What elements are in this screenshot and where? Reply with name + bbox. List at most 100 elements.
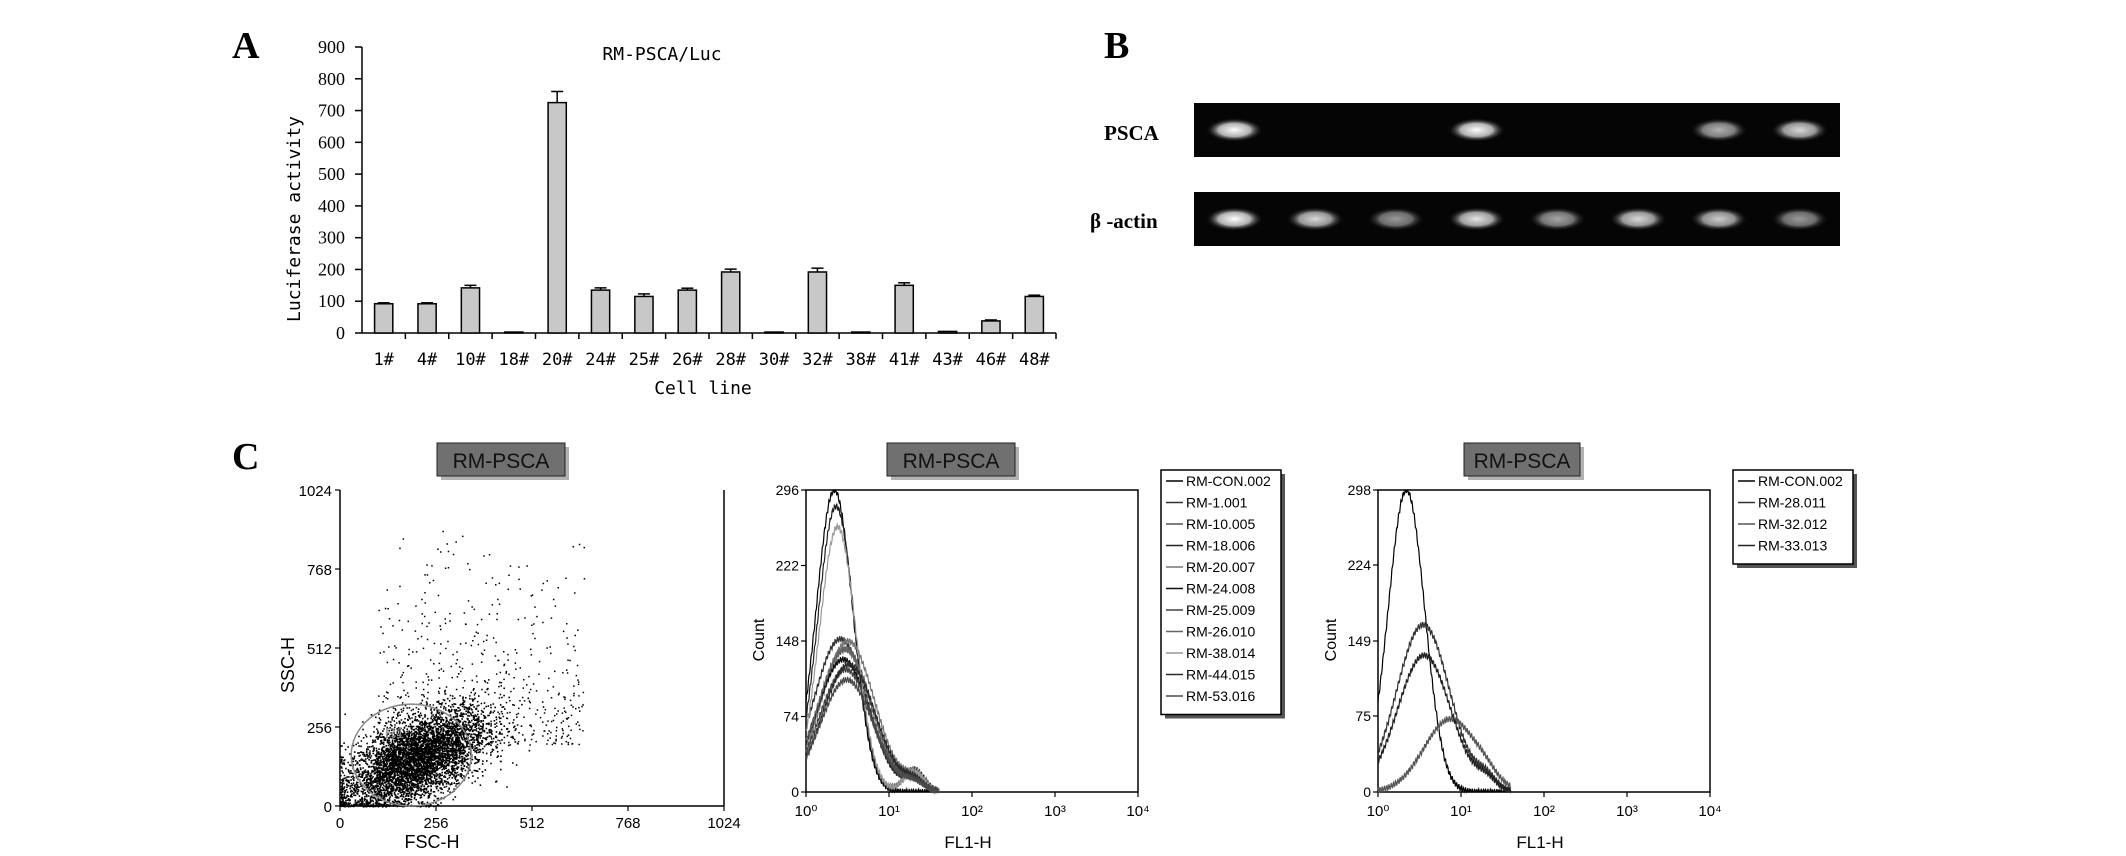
scatter-points <box>340 530 586 808</box>
gel-band <box>1689 207 1748 231</box>
scatter-x-tick-label: 256 <box>423 815 448 832</box>
bar-chart-title: RM-PSCA/Luc <box>602 44 721 65</box>
gel-band <box>1447 207 1506 231</box>
hist2-title-box <box>1463 442 1581 477</box>
legend-entry: RM-28.011 <box>1758 495 1826 511</box>
hist1-title: RM-PSCA <box>903 450 1000 473</box>
bar-y-tick-label: 300 <box>318 228 345 248</box>
legend-entry: RM-26.010 <box>1186 624 1255 640</box>
bar-x-tick-label: 32# <box>802 350 833 370</box>
hist-x-tick-label: 10⁰ <box>1367 803 1390 820</box>
histogram-line <box>805 644 940 795</box>
bar <box>503 331 524 334</box>
legend-entry: RM-10.005 <box>1186 516 1255 532</box>
legend-shadow <box>1737 474 1857 568</box>
bar <box>417 303 437 334</box>
histogram-line <box>805 489 940 794</box>
hist-x-tick-label: 10² <box>961 803 983 820</box>
hist-x-tick-label: 10⁴ <box>1126 803 1149 820</box>
hist-y-tick-label: 224 <box>1348 557 1372 573</box>
gel-row-label-beta-actin: β -actin <box>1090 209 1158 233</box>
bar-x-tick-label: 18# <box>498 350 529 370</box>
scatter-x-tick-label: 512 <box>519 815 544 832</box>
hist-y-tick-label: 74 <box>783 709 799 725</box>
scatter-y-tick-label: 0 <box>324 799 332 816</box>
bar-x-tick-label: 46# <box>976 350 1007 370</box>
legend-entry: RM-32.012 <box>1758 516 1827 532</box>
hist-x-tick-label: 10³ <box>1044 803 1066 820</box>
scatter-y-tick-label: 512 <box>307 641 332 658</box>
hist-y-tick-label: 75 <box>1355 708 1371 724</box>
legend-entry: RM-53.016 <box>1186 688 1255 704</box>
bar-y-tick-label: 400 <box>318 196 345 216</box>
bar-x-tick-label: 38# <box>845 350 876 370</box>
scatter-title: RM-PSCA <box>453 450 550 473</box>
histogram-line <box>805 645 939 794</box>
scatter-y-tick-label: 1024 <box>299 483 332 500</box>
bar-chart-ylabel: Luciferase activity <box>284 116 305 322</box>
bar <box>1024 295 1045 334</box>
scatter-title-face <box>436 442 566 477</box>
histogram-line <box>805 665 940 793</box>
gel-band <box>1689 118 1748 142</box>
hist2-xlabel: FL1-H <box>1516 833 1563 852</box>
histogram-line <box>805 635 940 795</box>
bar-y-tick-label: 100 <box>318 291 345 311</box>
bar-x-tick-label: 4# <box>417 350 438 370</box>
bar <box>981 320 1001 334</box>
bar <box>764 331 784 334</box>
hist2-title-shadow <box>1468 447 1584 480</box>
histogram-line <box>805 656 940 794</box>
legend-entry: RM-33.013 <box>1758 538 1827 554</box>
bar-y-tick-label: 500 <box>318 164 345 184</box>
scatter-title-shadow <box>441 447 569 480</box>
hist-x-tick-label: 10⁰ <box>795 803 818 820</box>
legend-entry: RM-CON.002 <box>1186 473 1271 489</box>
hist1-title-box <box>886 442 1016 477</box>
hist-frame <box>805 489 1139 793</box>
bar <box>590 289 611 334</box>
histogram-line <box>805 521 940 794</box>
hist-y-tick-label: 222 <box>776 558 800 574</box>
bar-x-tick-label: 25# <box>629 350 660 370</box>
bar-y-tick-label: 0 <box>336 323 345 343</box>
histogram-line <box>1377 621 1512 793</box>
legend-entry: RM-44.015 <box>1186 667 1255 683</box>
hist-y-tick-label: 296 <box>776 482 800 498</box>
legend-entry: RM-CON.002 <box>1758 473 1843 489</box>
bar-x-tick-label: 10# <box>455 350 486 370</box>
hist1-ylabel: Count <box>751 618 768 661</box>
hist-y-tick-label: 0 <box>791 784 799 800</box>
gel-band <box>1286 207 1345 231</box>
histogram-line <box>805 661 939 793</box>
legend-entry: RM-38.014 <box>1186 645 1255 661</box>
gel-band <box>1770 118 1829 142</box>
bar-y-tick-label: 900 <box>318 37 345 57</box>
gel-row-label-psca: PSCA <box>1104 121 1160 145</box>
bar-x-tick-label: 41# <box>889 350 920 370</box>
gel-band <box>1770 207 1829 231</box>
histogram-line <box>1377 715 1512 795</box>
bar-x-tick-label: 30# <box>759 350 790 370</box>
hist-x-tick-label: 10¹ <box>1450 803 1472 820</box>
legend-box <box>1732 469 1854 565</box>
gel-band <box>1609 207 1668 231</box>
hist-y-tick-label: 0 <box>1363 784 1371 800</box>
legend-shadow <box>1165 474 1285 719</box>
legend-entry: RM-1.001 <box>1186 495 1248 511</box>
bar-y-tick-label: 800 <box>318 69 345 89</box>
scatter-y-tick-label: 256 <box>307 720 332 737</box>
bar <box>677 289 698 334</box>
panel-label-c: C <box>232 436 260 478</box>
bar-y-tick-label: 600 <box>318 132 345 152</box>
gel-band <box>1205 118 1264 142</box>
bar <box>894 284 915 334</box>
legend-entry: RM-18.006 <box>1186 538 1255 554</box>
hist1-title-shadow <box>891 447 1019 480</box>
scatter-xlabel: FSC-H <box>405 832 460 852</box>
bar-x-tick-label: 48# <box>1019 350 1050 370</box>
